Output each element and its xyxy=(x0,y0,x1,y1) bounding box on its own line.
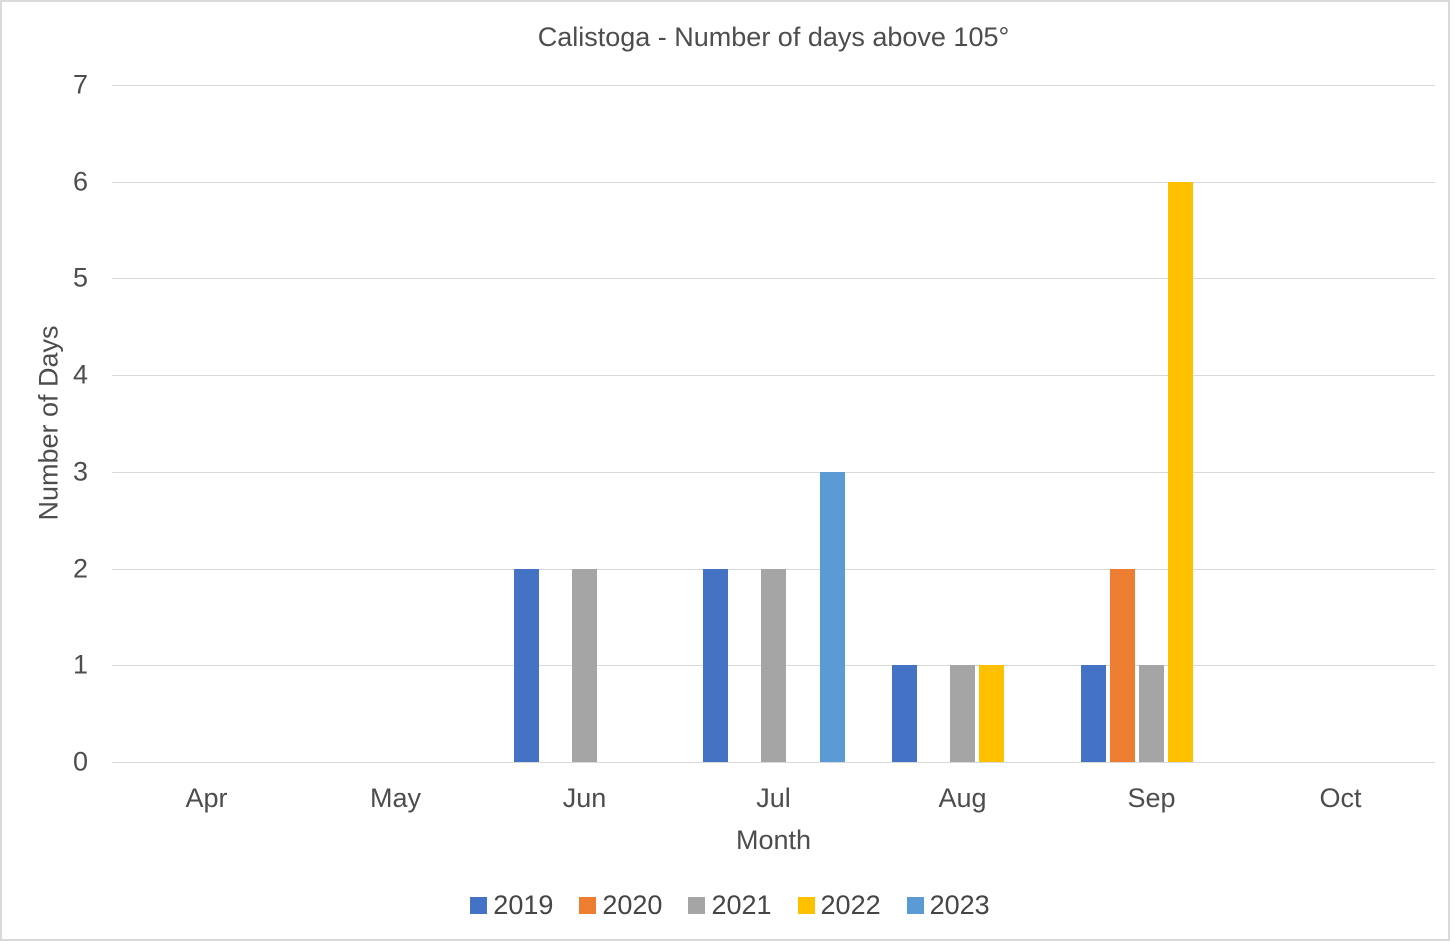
legend-item-2022: 2022 xyxy=(797,890,881,921)
x-tick-label-may: May xyxy=(369,783,421,813)
gridline-y0 xyxy=(112,762,1435,763)
gridline-y3 xyxy=(112,471,1435,473)
bar-2021-jun xyxy=(572,568,597,762)
plot-area xyxy=(112,85,1435,763)
bar-2020-sep xyxy=(1109,568,1135,762)
bar-2019-sep xyxy=(1080,665,1106,762)
gridline-y4 xyxy=(112,375,1435,377)
y-tick-label-2: 2 xyxy=(72,553,88,584)
chart-title: Calistoga - Number of days above 105° xyxy=(537,22,1010,52)
chart-legend: 2019 2020 2021 2022 2023 xyxy=(2,890,1456,921)
gridline-y6 xyxy=(112,181,1435,183)
gridline-y7 xyxy=(112,85,1435,86)
legend-item-2021: 2021 xyxy=(688,890,772,921)
bar-2021-aug xyxy=(950,665,975,762)
y-tick-label-4: 4 xyxy=(72,359,88,390)
legend-item-2023: 2023 xyxy=(906,890,990,921)
gridline-y5 xyxy=(112,278,1435,280)
bar-2021-sep xyxy=(1139,665,1164,762)
x-axis-tick-labels: Apr May Jun Jul Aug Sep Oct xyxy=(112,783,1435,817)
y-tick-label-7: 7 xyxy=(72,69,88,100)
bar-2022-sep xyxy=(1168,181,1194,762)
bar-2022-aug xyxy=(979,665,1005,762)
x-tick-label-sep: Sep xyxy=(1127,783,1176,813)
bar-2021-jul xyxy=(761,568,786,762)
x-tick-label-jun: Jun xyxy=(562,783,607,813)
legend-swatch-icon xyxy=(579,897,597,914)
legend-label: 2020 xyxy=(602,890,663,920)
x-tick-label-oct: Oct xyxy=(1319,783,1362,813)
y-tick-label-0: 0 xyxy=(72,746,88,777)
bar-2019-jun xyxy=(513,568,539,762)
y-tick-label-5: 5 xyxy=(72,262,88,293)
y-axis-title: Number of Days xyxy=(33,325,64,521)
legend-item-2019: 2019 xyxy=(470,890,553,921)
y-tick-label-3: 3 xyxy=(72,456,88,487)
x-tick-label-jul: Jul xyxy=(756,783,791,813)
bar-2019-aug xyxy=(891,665,917,762)
legend-item-2020: 2020 xyxy=(579,890,662,921)
bar-2019-jul xyxy=(702,568,728,762)
legend-swatch-icon xyxy=(797,897,815,914)
legend-swatch-icon xyxy=(688,897,706,914)
legend-swatch-icon xyxy=(470,897,488,914)
legend-label: 2021 xyxy=(711,890,772,920)
y-tick-label-1: 1 xyxy=(72,649,88,680)
legend-swatch-icon xyxy=(906,897,924,914)
y-tick-label-6: 6 xyxy=(72,166,88,197)
x-tick-label-apr: Apr xyxy=(185,783,228,813)
legend-label: 2022 xyxy=(820,890,881,920)
bar-2023-jul xyxy=(819,471,845,762)
legend-label: 2019 xyxy=(493,890,554,920)
legend-label: 2023 xyxy=(929,890,990,920)
x-tick-label-aug: Aug xyxy=(938,783,987,813)
x-axis-title: Month xyxy=(735,825,812,855)
